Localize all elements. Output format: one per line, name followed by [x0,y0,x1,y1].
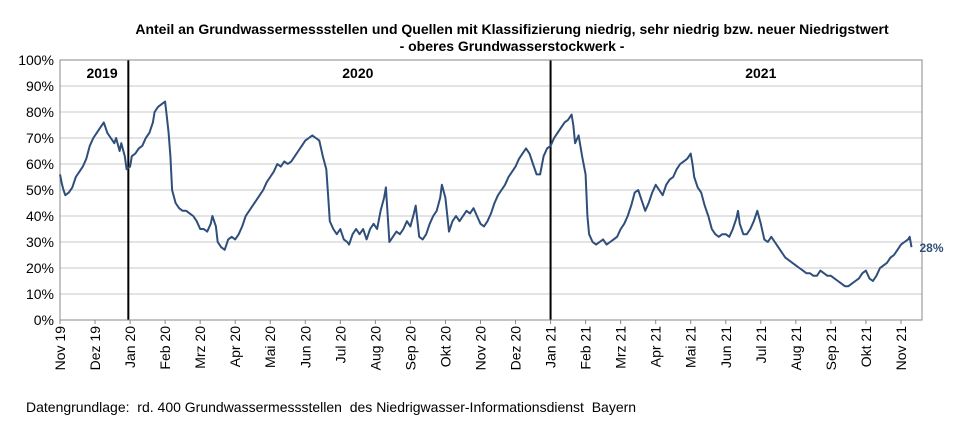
y-tick-label: 80% [26,104,54,120]
x-tick-label: Nov 19 [52,326,68,371]
series-line [59,100,913,288]
x-tick-label: Mai 20 [262,326,278,368]
x-tick-label: Apr 20 [227,326,243,367]
x-tick-label: Okt 21 [858,326,874,367]
plot-frame [59,59,923,321]
x-tick-label: Nov 20 [472,326,488,371]
x-tick-label: Jun 21 [718,326,734,368]
y-tick-label: 10% [26,286,54,302]
y-tick-label: 40% [26,208,54,224]
year-label-background [335,63,380,83]
x-tick-label: Apr 21 [648,326,664,367]
y-tick-label: 50% [26,182,54,198]
y-tick-label: 20% [26,260,54,276]
x-tick-label: Jul 21 [753,326,769,364]
year-label: 2019 [86,65,117,81]
data-source-note: Datengrundlage: rd. 400 Grundwassermesss… [26,399,637,415]
y-tick-label: 70% [26,130,54,146]
x-tick-label: Mai 21 [683,326,699,368]
y-tick-label: 0% [34,312,54,328]
chart-title: Anteil an Grundwassermessstellen und Que… [135,21,889,37]
y-tick-label: 90% [26,78,54,94]
x-tick-label: Okt 20 [437,326,453,367]
x-tick-label: Aug 20 [367,326,383,371]
y-tick-label: 60% [26,156,54,172]
year-label: 2020 [342,65,373,81]
year-label-background [738,63,783,83]
x-tick-label: Jan 21 [543,326,559,368]
year-labels: 2019 2020 2021 [80,63,783,83]
year-label-background [80,63,125,83]
end-value-label: 28% [919,241,943,255]
x-tick-label: Feb 20 [157,326,173,370]
x-tick-label: Dez 19 [87,326,103,371]
gridlines [60,59,922,321]
x-tick-label: Sep 20 [402,326,418,371]
chart-subtitle: - oberes Grundwasserstockwerk - [400,38,625,54]
y-tick-label: 100% [18,52,54,68]
year-label: 2021 [745,65,776,81]
y-axis-ticks: 0% 10% 20% 30% 40% 50% 60% 70% 80% 90% 100% [18,52,54,328]
x-tick-label: Feb 21 [578,326,594,370]
x-tick-label: Mrz 20 [192,326,208,369]
x-axis-ticks: Nov 19 Dez 19 Jan 20 Feb 20 Mrz 20 Apr 20 Mai … [52,320,909,370]
year-markers [127,60,552,320]
y-tick-label: 30% [26,234,54,250]
x-tick-label: Mrz 21 [613,326,629,369]
x-tick-label: Jul 20 [332,326,348,364]
x-tick-label: Jun 20 [297,326,313,368]
x-tick-label: Jan 20 [122,326,138,368]
x-tick-label: Nov 21 [893,326,909,371]
x-tick-label: Aug 21 [788,326,804,371]
x-tick-label: Sep 21 [823,326,839,371]
x-tick-label: Dez 20 [508,326,524,371]
